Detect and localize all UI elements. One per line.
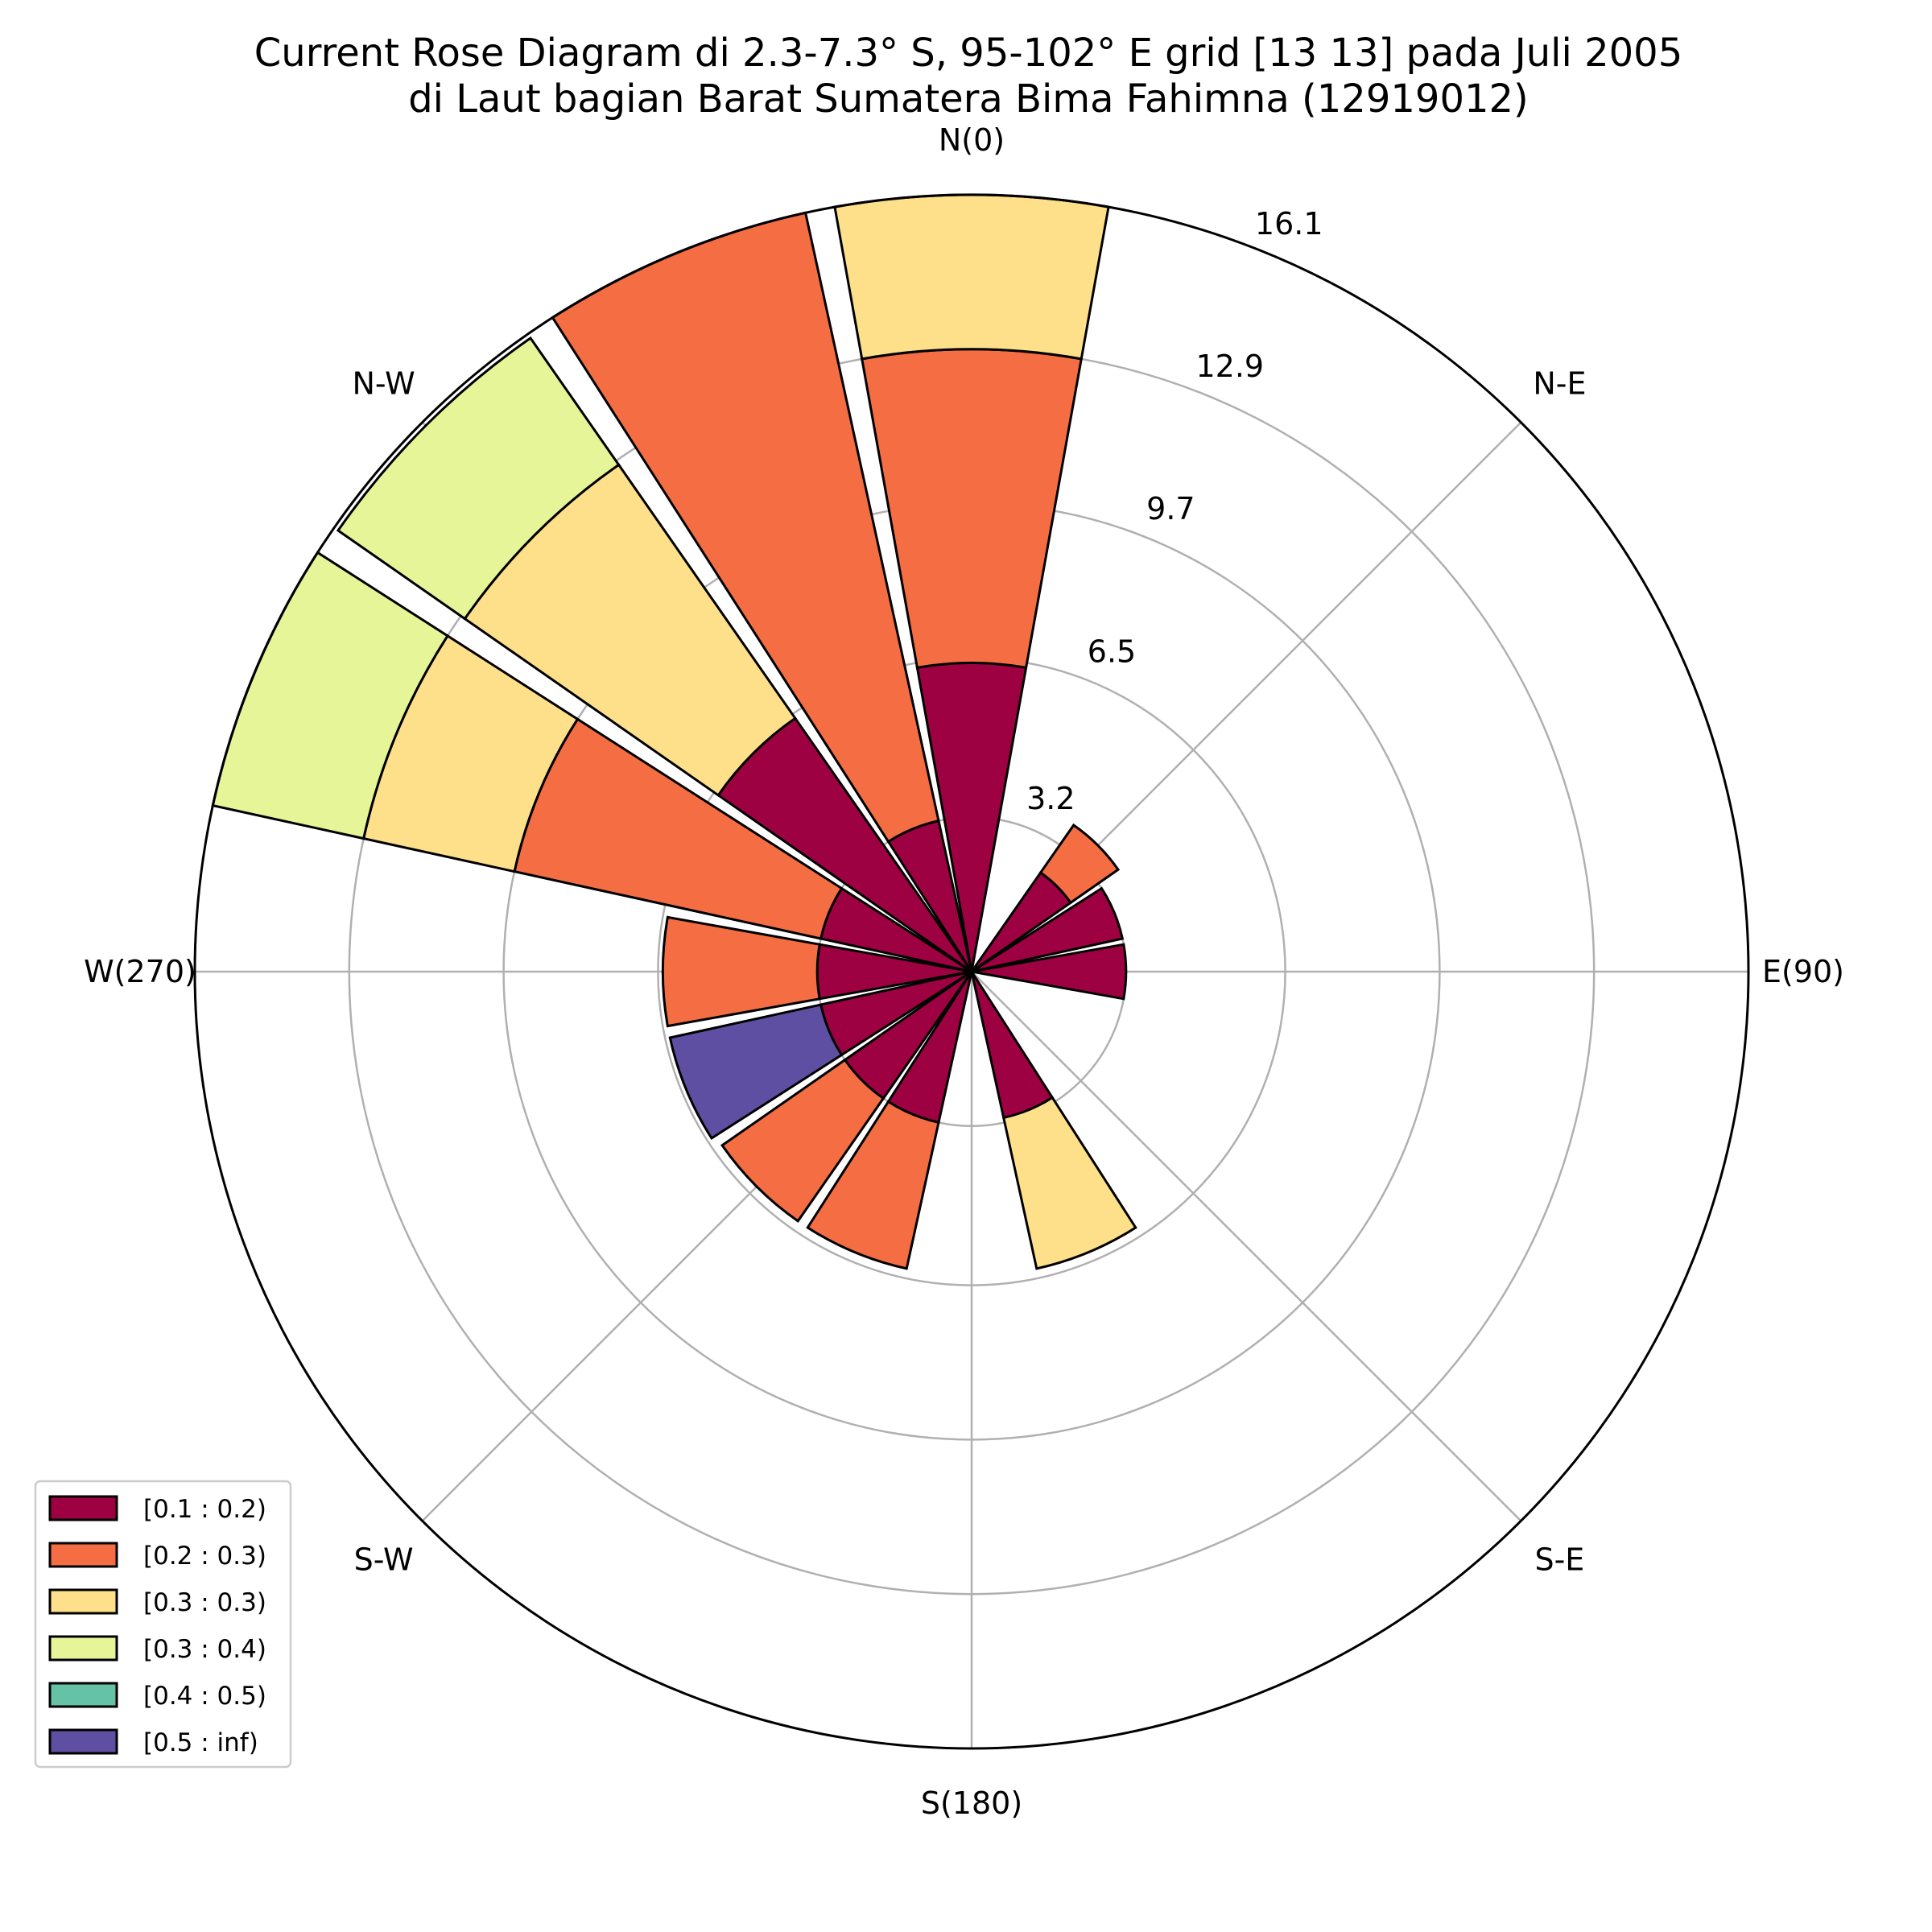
legend-swatch-2 — [48, 1588, 118, 1615]
direction-label-5: S-W — [354, 1542, 414, 1577]
rose-bar-sector-8-bin-1 — [661, 915, 821, 1028]
radial-tick-label-1: 6.5 — [1088, 634, 1136, 669]
rose-bar-sector-2-bin-0 — [971, 886, 1125, 973]
direction-label-2: E(90) — [1762, 954, 1844, 989]
grid-spoke-3 — [971, 971, 1522, 1522]
direction-label-3: S-E — [1534, 1542, 1584, 1577]
legend-label-0: [0.1 : 0.2) — [143, 1495, 266, 1524]
axis-labels: N(0) N-E E(90) S-E S(180) S-W W(270) N-W 3.2 6.5 9… — [84, 122, 1844, 1821]
direction-label-1: N-E — [1533, 366, 1586, 402]
chart-title-line-1: Current Rose Diagram di 2.3-7.3° S, 95-1… — [254, 31, 1682, 76]
direction-label-6: W(270) — [84, 954, 196, 989]
rose-bar-sector-3-bin-0 — [971, 943, 1128, 1001]
legend-label-5: [0.5 : inf) — [143, 1728, 258, 1757]
rose-bar-sector-10-bin-3 — [336, 336, 621, 621]
legend-label-4: [0.4 : 0.5) — [143, 1682, 266, 1711]
legend-swatch-3 — [48, 1635, 118, 1662]
polar-frame — [193, 193, 1750, 1750]
legend-label-3: [0.3 : 0.4) — [143, 1635, 266, 1664]
legend-swatch-5 — [48, 1728, 118, 1755]
rose-bar-sector-5-bin-1 — [806, 1100, 940, 1270]
legend-frame — [34, 1480, 292, 1769]
rose-bar-sector-4-bin-2 — [1001, 1096, 1137, 1270]
radial-tick-label-2: 9.7 — [1146, 491, 1195, 526]
radial-tick-label-4: 16.1 — [1255, 206, 1323, 242]
legend-swatch-4 — [48, 1682, 118, 1708]
radial-tick-label-0: 3.2 — [1026, 781, 1075, 816]
direction-label-7: N-W — [353, 366, 415, 402]
rose-bar-sector-1-bin-1 — [1038, 823, 1121, 905]
chart-title-line-2: di Laut bagian Barat Sumatera Bima Fahim… — [408, 76, 1529, 122]
radial-tick-label-3: 12.9 — [1195, 349, 1264, 384]
direction-label-4: S(180) — [921, 1785, 1022, 1821]
legend: [0.1 : 0.2) [0.2 : 0.3) [0.3 : 0.3) [0.3 : … — [34, 1480, 292, 1769]
rose-bar-sector-7-bin-5 — [668, 1003, 844, 1141]
legend-swatch-0 — [48, 1495, 118, 1521]
rose-bar-sector-6-bin-1 — [720, 1058, 886, 1223]
legend-label-2: [0.3 : 0.3) — [143, 1588, 266, 1617]
direction-label-0: N(0) — [939, 122, 1005, 158]
rose-bar-sector-0-bin-2 — [833, 193, 1110, 361]
legend-swatch-1 — [48, 1542, 118, 1568]
legend-label-1: [0.2 : 0.3) — [143, 1542, 266, 1571]
